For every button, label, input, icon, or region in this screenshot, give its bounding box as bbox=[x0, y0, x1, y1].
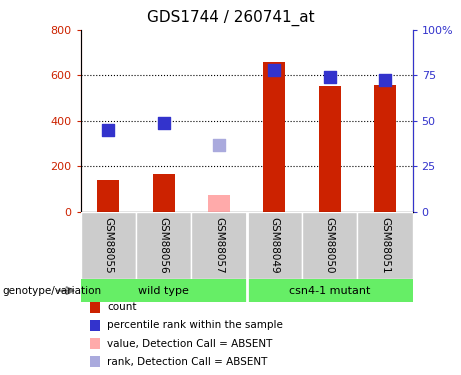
Text: GSM88055: GSM88055 bbox=[103, 217, 113, 274]
Text: GSM88056: GSM88056 bbox=[159, 217, 169, 274]
Bar bbox=[247, 212, 302, 279]
Text: GSM88049: GSM88049 bbox=[269, 217, 279, 274]
Bar bbox=[357, 212, 413, 279]
Bar bbox=[247, 279, 413, 302]
Point bbox=[215, 142, 223, 148]
Bar bbox=[208, 195, 230, 212]
Bar bbox=[97, 180, 119, 212]
Text: GDS1744 / 260741_at: GDS1744 / 260741_at bbox=[147, 9, 314, 26]
Text: wild type: wild type bbox=[138, 286, 189, 296]
Bar bbox=[319, 86, 341, 212]
Text: GSM88057: GSM88057 bbox=[214, 217, 224, 274]
Bar bbox=[263, 62, 285, 212]
Text: count: count bbox=[107, 303, 136, 312]
Text: GSM88051: GSM88051 bbox=[380, 217, 390, 274]
Point bbox=[381, 77, 389, 83]
Bar bbox=[302, 212, 357, 279]
Text: csn4-1 mutant: csn4-1 mutant bbox=[289, 286, 370, 296]
Bar bbox=[136, 212, 191, 279]
Bar bbox=[81, 212, 136, 279]
Point bbox=[271, 67, 278, 73]
Bar bbox=[191, 212, 247, 279]
Bar bbox=[153, 174, 175, 212]
Point bbox=[160, 120, 167, 126]
Text: percentile rank within the sample: percentile rank within the sample bbox=[107, 321, 283, 330]
Point bbox=[105, 127, 112, 133]
Bar bbox=[374, 85, 396, 212]
Point bbox=[326, 74, 333, 80]
Text: value, Detection Call = ABSENT: value, Detection Call = ABSENT bbox=[107, 339, 272, 348]
Text: genotype/variation: genotype/variation bbox=[2, 286, 101, 296]
Text: GSM88050: GSM88050 bbox=[325, 217, 335, 274]
Text: rank, Detection Call = ABSENT: rank, Detection Call = ABSENT bbox=[107, 357, 267, 366]
Bar bbox=[81, 279, 247, 302]
